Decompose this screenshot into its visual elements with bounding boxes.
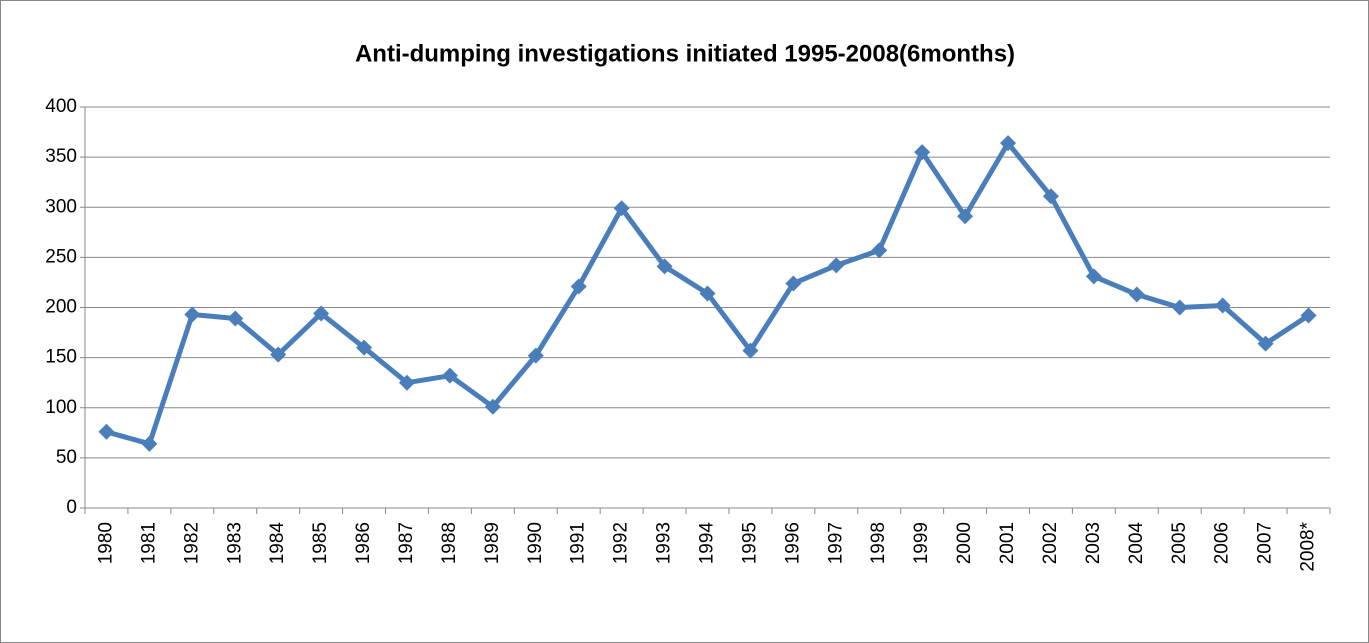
y-tick-label: 100 <box>45 397 77 418</box>
marker <box>98 423 115 440</box>
x-tick-label: 2003 <box>1083 522 1104 564</box>
x-tick-label: 1982 <box>181 522 202 564</box>
y-tick-label: 300 <box>45 196 77 217</box>
x-tick-label: 1991 <box>568 522 589 564</box>
marker <box>313 305 330 322</box>
chart-title: Anti-dumping investigations initiated 19… <box>355 40 1015 67</box>
marker <box>613 200 630 217</box>
x-tick-label: 1988 <box>439 522 460 564</box>
marker <box>1085 268 1102 285</box>
y-tick-label: 0 <box>66 497 77 518</box>
marker <box>398 374 415 391</box>
x-tick-label: 2008* <box>1298 521 1319 571</box>
marker <box>914 144 931 161</box>
x-tick-label: 2007 <box>1255 522 1276 564</box>
x-tick-label: 2004 <box>1126 522 1147 565</box>
x-tick-label: 1989 <box>482 522 503 564</box>
x-tick-label: 2000 <box>954 522 975 564</box>
x-tick-label: 1992 <box>611 522 632 564</box>
marker <box>1042 188 1059 205</box>
x-tick-label: 1997 <box>825 522 846 564</box>
x-tick-label: 1986 <box>353 522 374 564</box>
x-tick-label: 2006 <box>1212 522 1233 564</box>
marker <box>699 285 716 302</box>
x-tick-label: 1987 <box>396 522 417 564</box>
marker <box>1300 307 1317 324</box>
y-tick-label: 150 <box>45 347 77 368</box>
marker <box>570 278 587 295</box>
marker <box>828 257 845 274</box>
x-tick-label: 2001 <box>997 522 1018 564</box>
marker <box>742 342 759 359</box>
marker <box>484 398 501 415</box>
marker <box>1214 297 1231 314</box>
y-tick-label: 400 <box>45 96 77 117</box>
x-tick-label: 2002 <box>1040 522 1061 564</box>
marker <box>1128 286 1145 303</box>
marker <box>1000 135 1017 152</box>
x-tick-label: 1995 <box>739 522 760 564</box>
x-tick-label: 1996 <box>782 522 803 564</box>
x-tick-label: 1999 <box>911 522 932 564</box>
marker <box>527 347 544 364</box>
marker <box>270 346 287 363</box>
marker <box>1171 299 1188 316</box>
marker <box>957 208 974 225</box>
y-tick-label: 350 <box>45 146 77 167</box>
marker <box>184 306 201 323</box>
y-tick-label: 200 <box>45 297 77 318</box>
x-tick-label: 2005 <box>1169 522 1190 564</box>
y-tick-label: 50 <box>56 447 77 468</box>
x-tick-label: 1984 <box>267 522 288 565</box>
x-tick-label: 1998 <box>868 522 889 564</box>
x-tick-label: 1981 <box>138 522 159 564</box>
x-tick-label: 1983 <box>224 522 245 564</box>
marker <box>1257 335 1274 352</box>
x-tick-label: 1990 <box>525 522 546 564</box>
marker <box>656 258 673 275</box>
x-tick-label: 1980 <box>95 522 116 564</box>
marker <box>441 367 458 384</box>
x-tick-label: 1985 <box>310 522 331 564</box>
y-tick-label: 250 <box>45 246 77 267</box>
marker <box>871 242 888 259</box>
marker <box>227 310 244 327</box>
marker <box>141 435 158 452</box>
x-tick-label: 1993 <box>654 522 675 564</box>
marker <box>356 339 373 356</box>
x-tick-label: 1994 <box>697 522 718 565</box>
marker <box>785 275 802 292</box>
